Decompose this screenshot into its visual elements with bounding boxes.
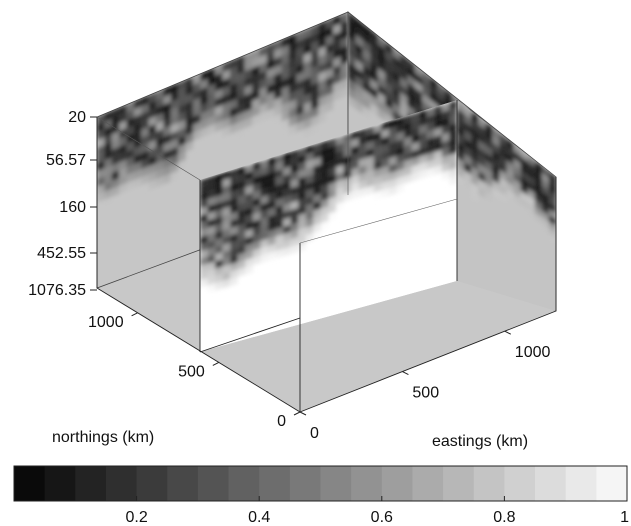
colorbar-segment bbox=[504, 466, 536, 501]
eastings-axis-label: eastings (km) bbox=[432, 433, 528, 450]
eastings-tick-label: 0 bbox=[310, 425, 319, 442]
box-edges bbox=[96, 12, 557, 413]
colorbar-segment bbox=[565, 466, 597, 501]
eastings-axis: 0 500 1000 bbox=[299, 330, 551, 442]
colorbar-tick-label: 0.2 bbox=[125, 509, 147, 526]
colorbar-segment bbox=[381, 466, 413, 501]
colorbar: 0.2 0.4 0.6 0.8 1 bbox=[13, 465, 629, 526]
eastings-tick-label: 1000 bbox=[515, 344, 551, 361]
depth-tick-label: 56.57 bbox=[46, 152, 86, 169]
northings-tick-label: 500 bbox=[178, 363, 205, 380]
colorbar-tick-label: 0.8 bbox=[493, 509, 515, 526]
eastings-tick-mark bbox=[402, 371, 409, 376]
colorbar-segment bbox=[105, 466, 138, 501]
colorbar-segment bbox=[443, 466, 475, 501]
left-wall-slice bbox=[97, 12, 348, 288]
colorbar-segment bbox=[14, 466, 46, 501]
colorbar-segment bbox=[259, 466, 291, 501]
depth-axis: 20 56.57 160 452.55 1076.35 bbox=[28, 109, 97, 299]
colorbar-frame bbox=[13, 465, 628, 502]
colorbar-segment bbox=[412, 466, 444, 501]
northings-axis: 0 500 1000 bbox=[88, 312, 301, 430]
colorbar-segment bbox=[136, 466, 168, 501]
northings-tick-mark bbox=[131, 312, 138, 317]
northings-tick-mark bbox=[212, 361, 220, 366]
side-cut-slice bbox=[457, 100, 556, 311]
colorbar-segment bbox=[320, 466, 352, 501]
colorbar-tick-label: 0.6 bbox=[371, 509, 393, 526]
eastings-tick-mark bbox=[299, 411, 307, 416]
depth-tick-label: 452.55 bbox=[37, 245, 86, 262]
colorbar-segment bbox=[289, 466, 321, 501]
colorbar-segment bbox=[197, 466, 230, 501]
northings-axis-label: northings (km) bbox=[52, 429, 154, 446]
depth-tick-label: 20 bbox=[68, 109, 86, 126]
eastings-tick-mark bbox=[504, 330, 512, 335]
colorbar-tick-label: 1 bbox=[620, 509, 629, 526]
colorbar-segment bbox=[596, 466, 628, 501]
colorbar-segment bbox=[167, 466, 199, 501]
northings-tick-label: 0 bbox=[277, 413, 286, 430]
colorbar-segment bbox=[351, 466, 383, 501]
colorbar-segment bbox=[75, 466, 107, 501]
northings-tick-mark bbox=[293, 411, 301, 416]
front-cut-slice bbox=[200, 100, 457, 352]
depth-tick-label: 160 bbox=[59, 199, 86, 216]
depth-tick-label: 1076.35 bbox=[28, 282, 86, 299]
colorbar-segment bbox=[228, 466, 260, 501]
colorbar-tick-label: 0.4 bbox=[248, 509, 270, 526]
colorbar-segment bbox=[535, 466, 567, 501]
eastings-tick-label: 500 bbox=[412, 385, 439, 402]
northings-tick-label: 1000 bbox=[88, 314, 124, 331]
colorbar-segment bbox=[473, 466, 505, 501]
colorbar-segment bbox=[44, 466, 76, 501]
